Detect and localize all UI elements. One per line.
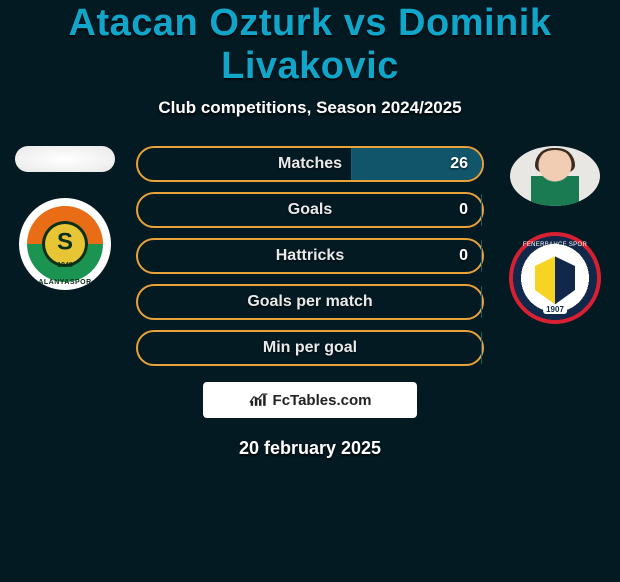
club-left-crest: S 1948 ALANYASPOR	[19, 198, 111, 290]
stat-value-right: 0	[459, 247, 468, 265]
player-right-avatar	[510, 146, 600, 206]
stat-label: Min per goal	[263, 339, 357, 357]
stat-fill-right	[481, 194, 482, 226]
stats-column: Matches 26 Goals 0 Hattricks 0 Goals per…	[120, 146, 500, 459]
stat-label: Matches	[278, 155, 342, 173]
crest-letter: S	[57, 229, 73, 257]
player-left-avatar	[15, 146, 115, 172]
crest-name-right: FENERBAHÇE SPOR	[523, 242, 587, 248]
stat-row-goals: Goals 0	[136, 192, 484, 228]
stat-value-right: 0	[459, 201, 468, 219]
date-text: 20 february 2025	[136, 438, 484, 459]
stat-fill-right	[481, 240, 482, 272]
subtitle: Club competitions, Season 2024/2025	[10, 98, 610, 118]
crest-year-left: 1948	[57, 262, 73, 269]
comparison-panel: S 1948 ALANYASPOR Matches 26 Goals 0 Hat…	[10, 146, 610, 459]
stat-row-mpg: Min per goal	[136, 330, 484, 366]
right-side: FENERBAHÇE SPOR 1907	[500, 146, 610, 324]
stat-label: Goals per match	[247, 293, 372, 311]
left-side: S 1948 ALANYASPOR	[10, 146, 120, 290]
stat-value-right: 26	[450, 155, 468, 173]
brand-badge: FcTables.com	[203, 382, 417, 418]
crest-year-right: 1907	[543, 305, 567, 314]
club-right-crest: FENERBAHÇE SPOR 1907	[509, 232, 601, 324]
stat-row-matches: Matches 26	[136, 146, 484, 182]
stat-row-gpm: Goals per match	[136, 284, 484, 320]
brand-text: FcTables.com	[273, 392, 372, 409]
stat-label: Hattricks	[276, 247, 344, 265]
stat-fill-right	[481, 286, 482, 318]
crest-name-left: ALANYASPOR	[38, 279, 91, 286]
stat-fill-right	[481, 332, 482, 364]
page-title: Atacan Ozturk vs Dominik Livakovic	[10, 2, 610, 88]
stat-label: Goals	[288, 201, 332, 219]
stat-row-hattricks: Hattricks 0	[136, 238, 484, 274]
chart-icon	[249, 392, 269, 408]
